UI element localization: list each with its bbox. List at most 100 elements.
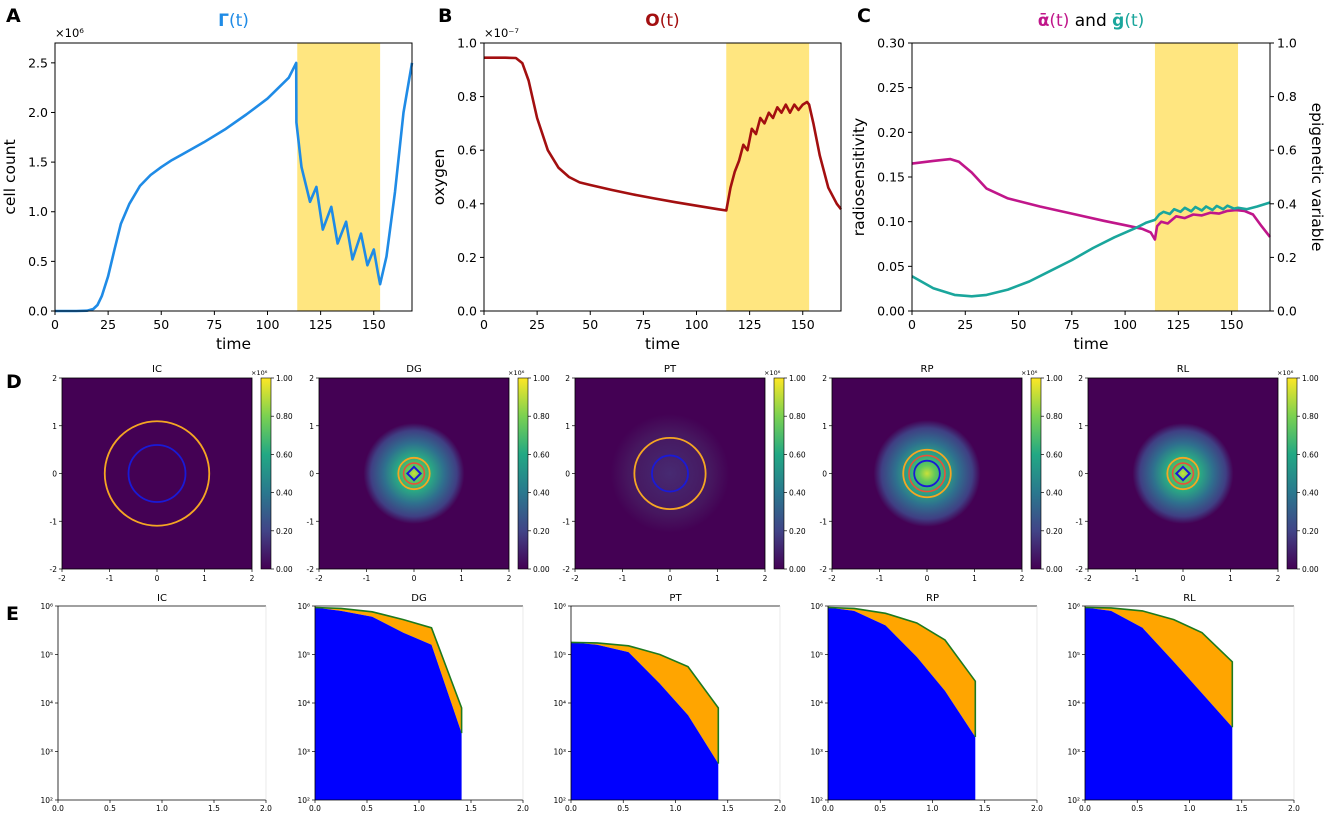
chart-title: Γ(t) (218, 11, 249, 31)
colorbar-tick-label: 0.40 (1302, 489, 1319, 498)
series-line-Gamma (55, 61, 414, 313)
total-edge-line (827, 606, 977, 737)
x-tick-label: 1.0 (1184, 804, 1196, 813)
title-part: (t) (229, 11, 249, 31)
x-tick-label: 1 (202, 574, 207, 583)
y-tick-label: 10² (810, 796, 823, 805)
y-tick-label: 10² (297, 796, 310, 805)
y-tick-label: 0 (565, 470, 570, 479)
series-line-g (911, 201, 1271, 298)
colorbar-tick-label: 0.80 (533, 412, 550, 421)
y-right-tick-label: 0.6 (1277, 143, 1297, 158)
y-tick-label: 10⁵ (1067, 651, 1080, 660)
panel-label-B: B (438, 5, 452, 27)
colorbar-tick-label: 1.00 (1302, 374, 1319, 383)
title-part: (t) (1124, 11, 1144, 31)
title-part: and (1069, 11, 1112, 31)
y-tick-label: 0.5 (28, 254, 48, 269)
area-orange (1085, 607, 1233, 728)
contour-outer (902, 448, 952, 499)
x-tick-label: 75 (206, 317, 222, 332)
x-tick-label: 0 (1181, 574, 1186, 583)
colorbar-tick-label: 1.00 (789, 374, 806, 383)
axes-frame (54, 42, 413, 312)
y-tick-label: 0.20 (877, 125, 905, 140)
colorbar-tick-label: 0.40 (276, 489, 293, 498)
y-tick-label: 0.8 (457, 89, 477, 104)
colorbar-tick-label: 0.60 (1302, 450, 1319, 459)
y-tick-label: 10⁵ (810, 651, 823, 660)
x-tick-label: 0 (908, 317, 916, 332)
series-line-alpha (911, 157, 1272, 241)
y-tick-label: -2 (50, 565, 58, 574)
chart-title: O(t) (645, 11, 679, 31)
y-tick-label: 0.0 (28, 304, 48, 319)
x-tick-label: 75 (635, 317, 651, 332)
y-tick-label: 10⁶ (40, 602, 53, 611)
y-tick-label: 10⁴ (553, 699, 566, 708)
subplot-title: DG (406, 364, 421, 375)
x-tick-label: 125 (738, 317, 762, 332)
treatment-shade (726, 43, 810, 311)
y-tick-label: 0.05 (877, 259, 905, 274)
x-tick-label: 100 (1113, 317, 1137, 332)
colorbar-tick-label: 0.20 (276, 527, 293, 536)
y-tick-label: -1 (50, 517, 58, 526)
colorbar-tick-label: 0.60 (276, 450, 293, 459)
contour-inner (913, 459, 941, 488)
heatmap-RL: RL -2 -1 0 1 2 -2 -1 0 1 2 0.00 0.20 0.40 0.60 0.80 1.00… (1076, 364, 1319, 583)
x-tick-label: 0.5 (104, 804, 116, 813)
contour-inner (127, 444, 187, 503)
y-tick-label: 10² (40, 796, 53, 805)
y-tick-label: 0 (1078, 470, 1083, 479)
x-tick-label: 125 (1166, 317, 1190, 332)
y-tick-label: 1 (52, 422, 57, 431)
y-tick-label: -2 (820, 565, 828, 574)
y-tick-label: -1 (1076, 517, 1084, 526)
y-right-tick-label: 0.0 (1277, 304, 1297, 319)
x-tick-label: 1 (972, 574, 977, 583)
area-blue (828, 607, 976, 800)
y-tick-label: 10³ (810, 748, 823, 757)
x-tick-label: 2.0 (774, 804, 786, 813)
x-tick-label: 2.0 (1031, 804, 1043, 813)
y-tick-label: 10⁶ (810, 602, 823, 611)
contour-outer (633, 436, 707, 511)
y-tick-label: 10³ (40, 748, 53, 757)
colorbar-tick-label: 0.00 (789, 565, 806, 574)
area-blue (571, 642, 719, 800)
x-axis-label: time (1073, 335, 1108, 353)
x-tick-label: -2 (828, 574, 836, 583)
x-tick-label: 25 (529, 317, 545, 332)
x-tick-label: 2 (1020, 574, 1025, 583)
y-tick-label: 2 (52, 374, 57, 383)
title-part: ḡ (1112, 11, 1124, 31)
colorbar-tick-label: 1.00 (533, 374, 550, 383)
x-tick-label: 50 (153, 317, 169, 332)
y-tick-label: 1 (822, 422, 827, 431)
y-tick-label: -1 (307, 517, 315, 526)
x-tick-label: -2 (315, 574, 323, 583)
x-tick-label: 100 (685, 317, 709, 332)
y-tick-label: -2 (307, 565, 315, 574)
colorbar-tick-label: 0.40 (1046, 489, 1063, 498)
x-tick-label: -1 (876, 574, 884, 583)
y-tick-label: 2.0 (28, 105, 48, 120)
y-tick-label: -2 (563, 565, 571, 574)
total-edge-line (570, 641, 720, 764)
y-tick-label: 10⁵ (297, 651, 310, 660)
y-tick-label: 10⁴ (1067, 699, 1080, 708)
panel-label-D: D (6, 371, 22, 393)
colorbar-tick-label: 0.00 (276, 565, 293, 574)
y-tick-label: 0.00 (877, 304, 905, 319)
subplot-title: DG (411, 593, 426, 604)
total-edge-line (1084, 606, 1234, 728)
y-right-tick-label: 0.2 (1277, 250, 1297, 265)
x-tick-label: 25 (957, 317, 973, 332)
y-tick-label: 1.0 (28, 204, 48, 219)
heatmap-background (62, 378, 252, 569)
x-tick-label: 2.0 (260, 804, 272, 813)
area-plot-RL: RL 0.0 0.5 1.0 1.5 2.0 10² 10³ 10⁴ 10⁵ 10⁶ (1067, 593, 1300, 813)
x-tick-label: -2 (1084, 574, 1092, 583)
